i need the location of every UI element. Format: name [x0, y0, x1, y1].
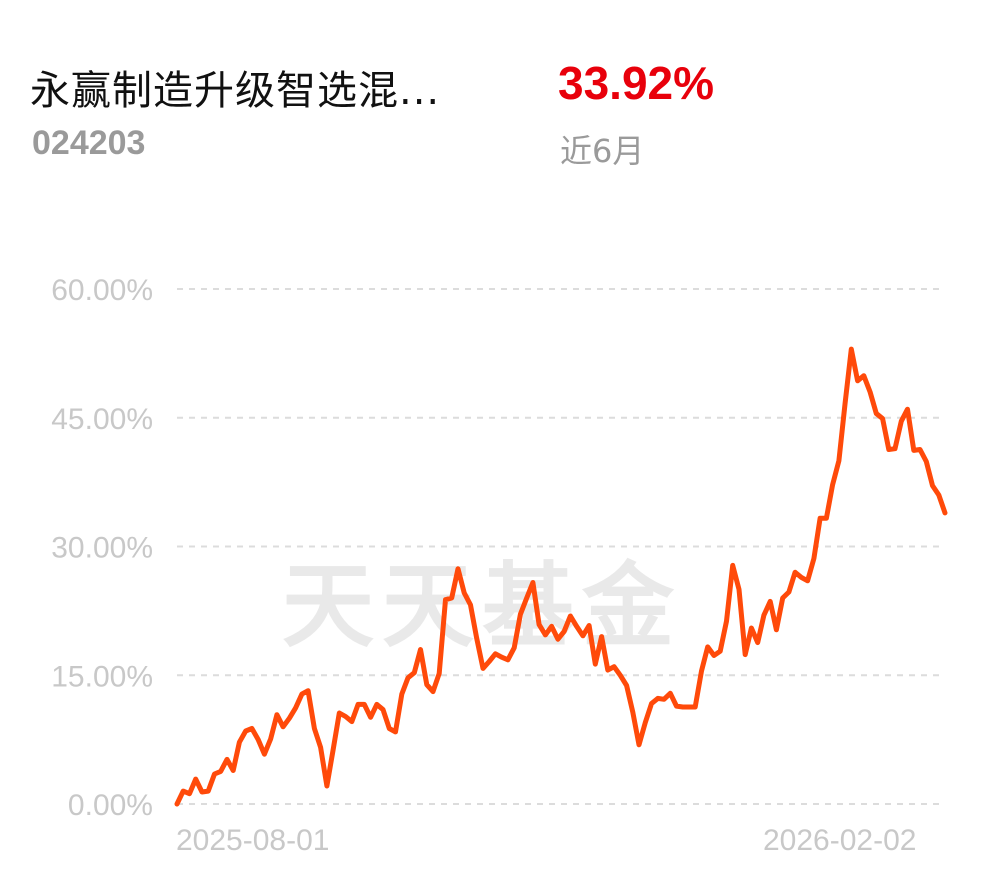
return-period-label: 近6月 — [560, 132, 645, 170]
y-tick-label: 0.00% — [68, 789, 153, 822]
y-tick-label: 45.00% — [51, 403, 153, 436]
return-line — [174, 346, 948, 807]
grid-lines — [177, 288, 945, 805]
y-tick-label: 30.00% — [51, 532, 153, 565]
fund-code: 024203 — [32, 124, 146, 162]
x-tick-label-end: 2026-02-02 — [763, 824, 917, 857]
return-value: 33.92% — [558, 57, 715, 109]
x-tick-label-start: 2025-08-01 — [176, 824, 330, 857]
fund-name: 永赢制造升级智选混... — [30, 68, 441, 114]
y-tick-labels: 0.00% 15.00% 30.00% 45.00% 60.00% — [51, 274, 153, 822]
y-tick-label: 60.00% — [51, 274, 153, 307]
y-tick-label: 15.00% — [51, 660, 153, 693]
